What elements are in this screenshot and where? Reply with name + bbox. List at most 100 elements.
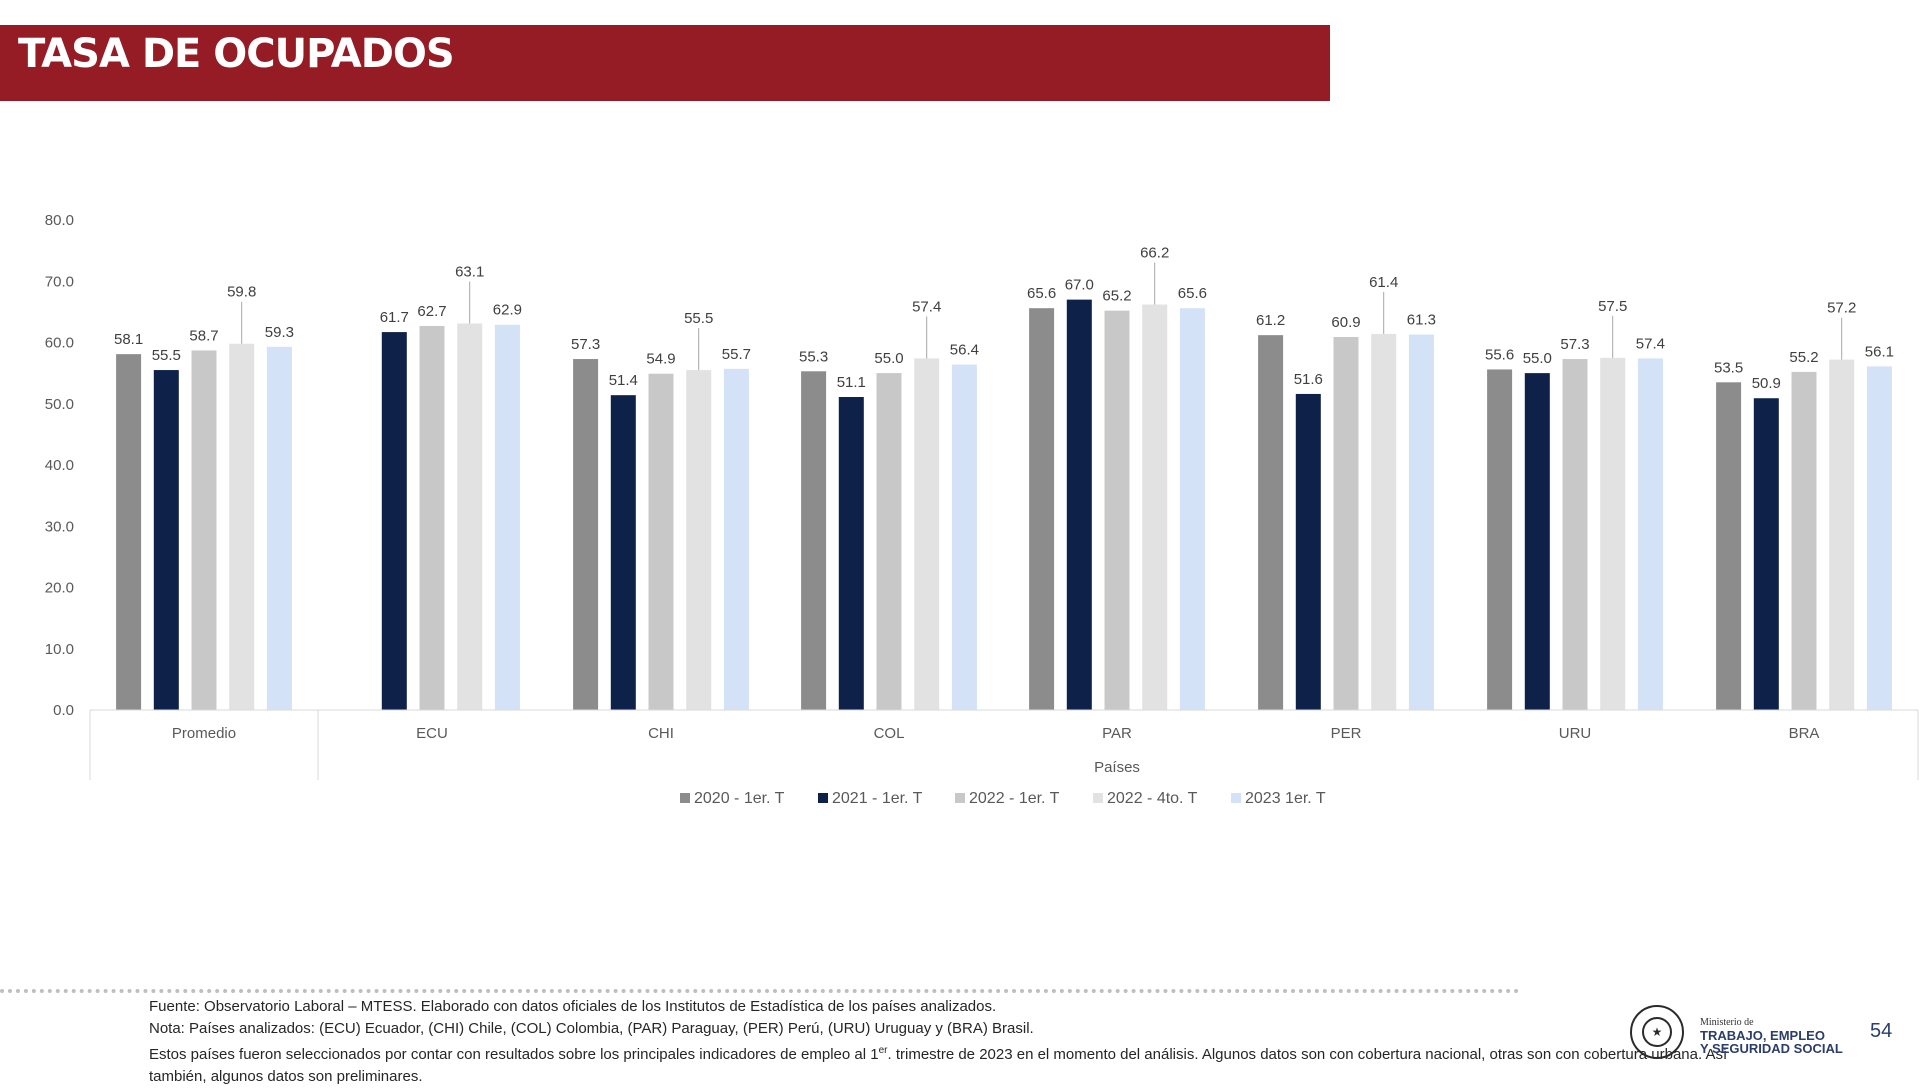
data-label: 51.1 [837,374,866,391]
x-tick-label: ECU [416,725,448,742]
bar [686,370,712,710]
data-label: 61.4 [1369,274,1398,291]
data-label: 61.2 [1256,312,1285,329]
bar [266,346,292,710]
bar [1716,382,1742,710]
x-tick-label: COL [874,725,905,742]
data-label: 50.9 [1752,375,1781,392]
bar [838,397,864,710]
data-label: 62.7 [417,303,446,320]
bar [1408,334,1434,710]
bar [876,373,902,710]
bar [1866,366,1892,710]
bar [1791,371,1817,710]
bar [914,358,940,710]
y-tick-label: 10.0 [45,641,74,658]
y-tick-label: 60.0 [45,335,74,352]
y-tick-label: 0.0 [53,702,74,719]
data-label: 57.4 [912,298,941,315]
bar [1829,359,1855,710]
y-tick-label: 70.0 [45,273,74,290]
legend-swatch [818,793,828,803]
selection-note-text: Estos países fueron seleccionados por co… [149,1046,879,1063]
bar [951,364,977,710]
bar [1295,393,1321,710]
y-tick-label: 40.0 [45,457,74,474]
slide-title: TASA DE OCUPADOS [18,31,455,77]
ministry-line-1: TRABAJO, EMPLEO [1700,1028,1825,1043]
ministry-label-small: Ministerio de [1700,1017,1754,1028]
data-label: 54.9 [646,351,675,368]
footer-notes: Fuente: Observatorio Laboral – MTESS. El… [149,996,1739,1088]
bar [1179,308,1205,710]
y-tick-label: 80.0 [45,212,74,229]
bar [1562,359,1588,710]
bar [801,371,827,710]
seal-inner-ring: ★ [1642,1017,1672,1047]
x-tick-label: URU [1559,725,1592,742]
data-label: 51.6 [1294,371,1323,388]
bar [153,370,179,710]
data-label: 60.9 [1331,314,1360,331]
legend-swatch [680,793,690,803]
bar [1637,358,1663,710]
data-label: 55.3 [799,348,828,365]
x-tick-label: BRA [1789,725,1820,742]
ministry-logo: ★ Ministerio de TRABAJO, EMPLEO Y SEGURI… [1630,1005,1850,1065]
bar [1371,333,1397,710]
data-label: 57.2 [1827,300,1856,317]
data-label: 65.6 [1027,285,1056,302]
star-icon: ★ [1651,1025,1663,1039]
data-label: 55.5 [152,347,181,364]
data-label: 59.8 [227,284,256,301]
ministry-line-2: Y SEGURIDAD SOCIAL [1700,1041,1843,1056]
x-tick-label: PER [1331,725,1362,742]
data-label: 58.1 [114,331,143,348]
legend-swatch [1231,793,1241,803]
footer-divider [0,989,1520,993]
bar [648,373,674,710]
data-label: 66.2 [1140,245,1169,262]
y-tick-label: 30.0 [45,518,74,535]
data-label: 51.4 [609,372,638,389]
bar [1104,310,1130,710]
x-axis-title: Países [1094,759,1140,776]
bar [573,359,599,710]
x-tick-label: PAR [1102,725,1132,742]
bar [1066,299,1092,710]
bar [1258,335,1284,710]
bar [494,324,520,710]
page-number: 54 [1870,1020,1893,1042]
x-tick-label: CHI [648,725,674,742]
data-label: 56.1 [1865,343,1894,360]
legend-label: 2023 1er. T [1245,790,1326,807]
bar [457,323,483,710]
data-label: 53.5 [1714,359,1743,376]
countries-note: Nota: Países analizados: (ECU) Ecuador, … [149,1020,1034,1037]
data-label: 59.3 [265,324,294,341]
data-label: 55.7 [722,346,751,363]
data-label: 55.5 [684,310,713,327]
bar [610,395,636,710]
data-label: 55.0 [874,350,903,367]
legend-label: 2022 - 4to. T [1107,790,1198,807]
legend-swatch [1093,793,1103,803]
data-label: 65.6 [1178,285,1207,302]
data-label: 57.3 [1560,336,1589,353]
ministry-label: TRABAJO, EMPLEO Y SEGURIDAD SOCIAL [1700,1029,1843,1055]
bar [1524,373,1550,710]
legend-label: 2021 - 1er. T [832,790,923,807]
bar [381,332,407,710]
data-label: 57.4 [1636,335,1665,352]
data-label: 67.0 [1065,277,1094,294]
bar [229,343,255,710]
source-note: Fuente: Observatorio Laboral – MTESS. El… [149,998,997,1015]
bar [1487,369,1513,710]
bar [191,350,217,710]
data-label: 62.9 [493,302,522,319]
data-label: 63.1 [455,264,484,281]
data-label: 58.7 [189,327,218,344]
data-label: 57.3 [571,336,600,353]
bar [116,354,142,710]
selection-note-sup: er [878,1045,888,1056]
